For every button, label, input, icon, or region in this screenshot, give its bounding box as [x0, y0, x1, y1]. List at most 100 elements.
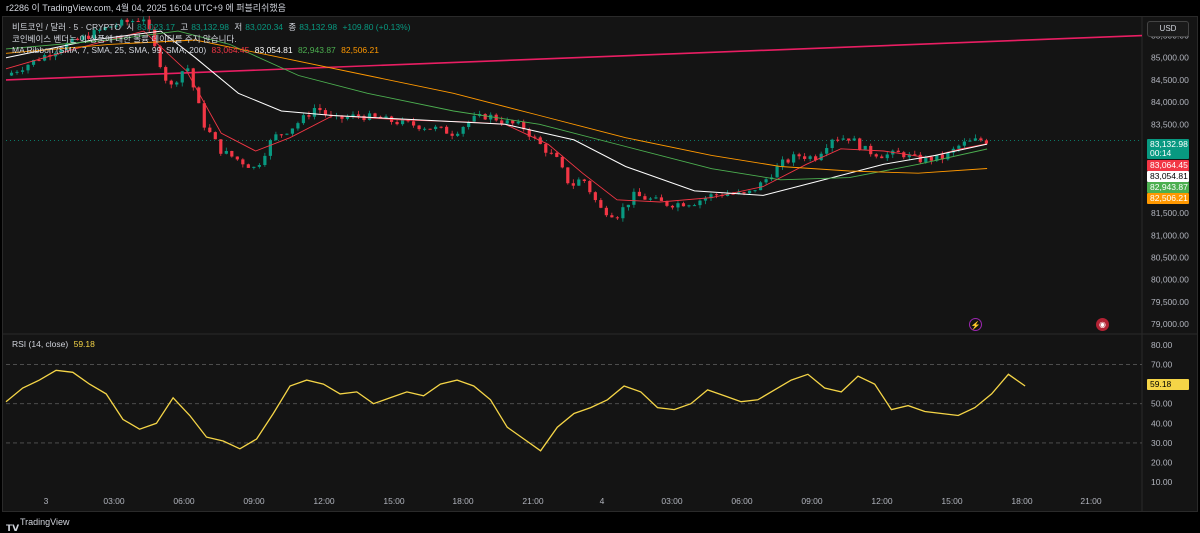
candle-body	[434, 126, 438, 130]
candle-body	[924, 156, 928, 163]
candle-body	[775, 166, 779, 178]
candle-body	[120, 19, 124, 26]
footer-brand: TradingView	[20, 517, 70, 527]
ma-25-line	[5, 30, 988, 196]
lightning-icon[interactable]: ⚡	[969, 318, 982, 331]
candle-body	[698, 200, 702, 206]
candle-body	[428, 128, 432, 130]
close-label: 종	[288, 22, 297, 32]
candle-body	[296, 123, 300, 129]
time-tick-label: 03:00	[661, 496, 683, 506]
candle-body	[913, 154, 917, 156]
candle-body	[555, 152, 559, 157]
rsi-value-tag: 59.18	[1147, 379, 1189, 390]
candle-body	[808, 156, 812, 159]
candle-body	[445, 126, 449, 134]
currency-button[interactable]: USD	[1147, 21, 1189, 37]
candle-body	[874, 154, 878, 157]
candle-body	[742, 192, 746, 194]
symbol-name[interactable]: 비트코인 / 달러 · 5 · CRYPTO	[12, 22, 121, 32]
candle-body	[962, 141, 966, 146]
candle-body	[202, 103, 206, 128]
ma-25-value: 83,054.81	[254, 45, 293, 55]
candle-body	[169, 80, 173, 85]
open-label: 시	[126, 22, 135, 32]
candle-body	[703, 198, 708, 201]
candle-body	[263, 155, 267, 166]
candle-body	[59, 49, 63, 53]
symbol-legend: 비트코인 / 달러 · 5 · CRYPTO 시 83,023.17 고 83,13…	[12, 21, 414, 33]
ma-7-value: 83,064.45	[211, 45, 250, 55]
time-tick-label: 4	[600, 496, 605, 506]
candle-body	[351, 114, 355, 117]
candle-body	[208, 127, 212, 133]
candle-body	[957, 145, 961, 149]
ma-200-value: 82,506.21	[341, 45, 379, 55]
candle-body	[456, 133, 460, 136]
candle-body	[285, 133, 289, 135]
candle-body	[511, 120, 515, 124]
us-flag-event-icon[interactable]: ◉	[1096, 318, 1109, 331]
candle-body	[114, 25, 118, 27]
candle-body	[659, 197, 664, 201]
candle-body	[307, 115, 311, 117]
candle-body	[549, 152, 553, 154]
candle-body	[984, 140, 989, 144]
rsi-tick-label: 50.00	[1151, 399, 1173, 409]
time-tick-label: 3	[44, 496, 49, 506]
candle-body	[681, 203, 686, 207]
time-tick-label: 21:00	[1080, 496, 1102, 506]
candle-body	[929, 156, 933, 161]
candle-body	[125, 19, 129, 23]
candle-body	[825, 148, 829, 154]
candle-body	[180, 71, 184, 83]
candle-body	[87, 35, 91, 39]
time-tick-label: 12:00	[871, 496, 893, 506]
candle-body	[836, 139, 840, 141]
publish-header: r2286 이 TradingView.com, 4월 04, 2025 16:…	[0, 0, 1200, 16]
price-tick-label: 84,500.00	[1151, 75, 1189, 85]
time-tick-label: 03:00	[103, 496, 125, 506]
candle-body	[472, 115, 476, 122]
rsi-tick-label: 30.00	[1151, 438, 1173, 448]
close-value: 83,132.98	[299, 22, 338, 32]
rsi-legend[interactable]: RSI (14, close) 59.18	[12, 339, 98, 349]
open-value: 83,023.17	[137, 22, 175, 32]
price-tick-label: 81,000.00	[1151, 230, 1189, 240]
ma-ribbon-legend[interactable]: MA Ribbon (SMA, 7, SMA, 25, SMA, 99, SMA…	[12, 45, 382, 55]
ma-200-line	[5, 39, 988, 174]
candle-body	[191, 68, 195, 88]
time-tick-label: 15:00	[941, 496, 963, 506]
footer-bar: 𝗧𝗩 TradingView	[0, 512, 1200, 533]
candle-body	[803, 156, 807, 159]
candle-body	[400, 119, 405, 125]
chart-frame[interactable]	[2, 16, 1198, 512]
ma-7-price-tag: 83,064.45	[1147, 160, 1189, 171]
candle-body	[373, 113, 377, 117]
candle-body	[153, 29, 157, 47]
time-tick-label: 18:00	[452, 496, 474, 506]
candle-body	[483, 114, 487, 120]
candle-body	[792, 154, 796, 163]
rsi-tick-label: 20.00	[1151, 458, 1173, 468]
candle-body	[197, 87, 201, 104]
candle-body	[582, 179, 586, 182]
time-tick-label: 06:00	[173, 496, 195, 506]
volume-notice: 코인베이스 벤더는 이 상품에 대한 볼륨 데이터를 주지 않습니다.	[12, 34, 237, 44]
candle-body	[632, 191, 636, 205]
candle-body	[411, 121, 416, 126]
candle-body	[142, 19, 146, 22]
candle-body	[312, 108, 317, 117]
candle-body	[450, 133, 454, 136]
price-tick-label: 79,500.00	[1151, 297, 1189, 307]
candle-body	[9, 72, 14, 76]
candle-body	[461, 126, 465, 134]
candle-body	[577, 179, 581, 186]
change-value: +109.80 (+0.13%)	[342, 22, 411, 32]
time-tick-label: 06:00	[731, 496, 753, 506]
rsi-value: 59.18	[73, 339, 95, 349]
rsi-tick-label: 70.00	[1151, 359, 1173, 369]
candle-body	[615, 217, 619, 219]
price-tick-label: 81,500.00	[1151, 208, 1189, 218]
